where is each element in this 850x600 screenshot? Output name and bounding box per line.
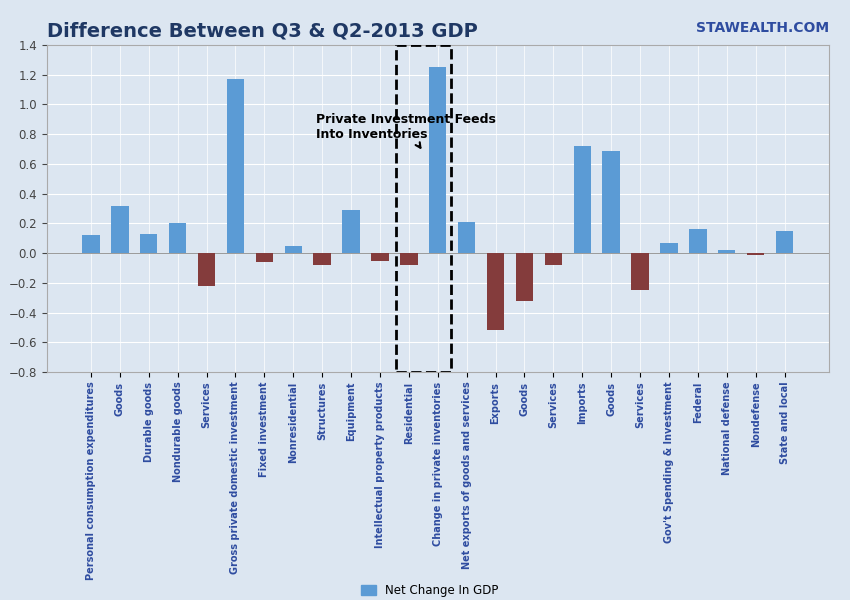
Text: Private Investment Feeds
Into Inventories: Private Investment Feeds Into Inventorie…	[316, 113, 496, 148]
Bar	[400, 253, 417, 265]
Bar	[198, 253, 215, 286]
Bar	[169, 223, 186, 253]
Bar	[660, 242, 677, 253]
Bar	[343, 210, 360, 253]
Bar	[227, 79, 244, 253]
Bar	[632, 253, 649, 290]
Bar	[285, 245, 302, 253]
Bar	[487, 253, 504, 331]
Bar	[516, 253, 533, 301]
Bar	[458, 222, 475, 253]
Bar	[314, 253, 331, 265]
Bar	[747, 253, 764, 254]
Bar	[256, 253, 273, 262]
Bar	[545, 253, 562, 265]
Bar	[603, 151, 620, 253]
Bar	[574, 146, 591, 253]
Bar	[429, 67, 446, 253]
Bar	[140, 234, 157, 253]
Bar	[111, 206, 128, 253]
Bar	[689, 229, 706, 253]
Bar	[82, 235, 99, 253]
Bar	[396, 45, 450, 372]
Bar	[371, 253, 388, 260]
Bar	[718, 250, 735, 253]
Bar	[776, 231, 793, 253]
Legend: Net Change In GDP: Net Change In GDP	[357, 579, 503, 600]
Text: Difference Between Q3 & Q2-2013 GDP: Difference Between Q3 & Q2-2013 GDP	[47, 22, 478, 41]
Text: STAWEALTH.COM: STAWEALTH.COM	[695, 21, 829, 35]
